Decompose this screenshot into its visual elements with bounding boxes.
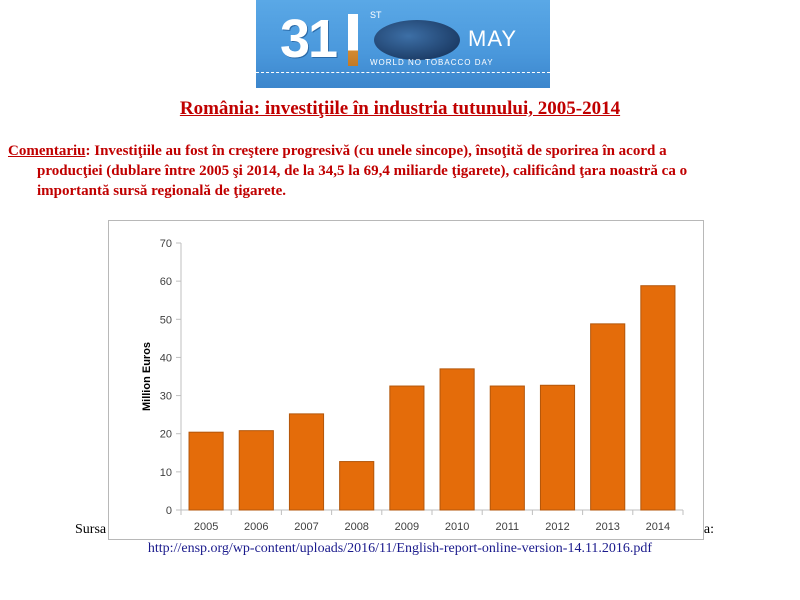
source-link[interactable]: http://ensp.org/wp-content/uploads/2016/… xyxy=(147,541,653,556)
investment-bar-chart: 0 10 20 30 40 50 60 70 Million Euros 2005 2006 2007… xyxy=(108,220,704,540)
bar-2011 xyxy=(489,385,525,511)
x-tick-label: 2007 xyxy=(294,521,318,533)
banner-month: MAY xyxy=(468,26,518,51)
x-tick-label: 2006 xyxy=(244,521,268,533)
y-tick-label: 70 xyxy=(160,238,172,250)
comment-line-3: importantă sursă regională de ţigarete. xyxy=(37,183,287,199)
x-tick-label: 2010 xyxy=(445,521,469,533)
x-tick-label: 2008 xyxy=(344,521,368,533)
y-axis-title: Million Euros xyxy=(141,342,153,411)
banner-divider xyxy=(256,72,550,75)
comment-line-2: producţiei (dublare între 2005 şi 2014, … xyxy=(37,163,688,179)
bar-2005 xyxy=(188,431,224,511)
x-tick-label: 2014 xyxy=(646,521,670,533)
cigarette-icon xyxy=(348,14,358,66)
comment-text-1: : Investiţiile au fost în creştere progr… xyxy=(85,143,667,159)
banner-number: 31 xyxy=(280,9,338,69)
y-tick-label: 50 xyxy=(160,314,172,326)
banner-subtitle: WORLD NO TOBACCO DAY xyxy=(370,58,494,67)
y-tick-label: 30 xyxy=(160,391,172,403)
source-prefix: Sursa xyxy=(75,522,107,537)
bar-2008 xyxy=(339,461,375,511)
bar-2007 xyxy=(288,413,325,511)
bar-2006 xyxy=(238,430,274,511)
comment-line-1: Comentariu: Investiţiile au fost în creş… xyxy=(8,141,778,161)
y-tick-label: 10 xyxy=(160,467,172,479)
y-tick-label: 60 xyxy=(160,276,172,288)
banner-suffix: ST xyxy=(370,10,382,20)
slide-title: România: investiţiile în industria tutun… xyxy=(179,98,621,119)
bar-2012 xyxy=(539,384,576,511)
x-tick-label: 2005 xyxy=(194,521,218,533)
x-tick-label: 2011 xyxy=(495,521,519,533)
world-no-tobacco-day-banner: 31 ST MAY WORLD NO TOBACCO DAY xyxy=(256,0,550,88)
x-tick-label: 2009 xyxy=(395,521,419,533)
bar-2014 xyxy=(640,285,676,511)
y-tick-label: 40 xyxy=(160,352,172,364)
chart-canvas: 0 10 20 30 40 50 60 70 Million Euros 2005 2006 2007… xyxy=(141,238,684,533)
x-tick-label: 2012 xyxy=(545,521,569,533)
globe-icon xyxy=(374,20,460,60)
bar-2013 xyxy=(590,323,626,511)
comment-label: Comentariu xyxy=(8,143,86,159)
x-tick-label: 2013 xyxy=(595,521,619,533)
bar-2009 xyxy=(389,385,425,511)
y-tick-label: 0 xyxy=(166,505,172,517)
comment-block: Comentariu: Investiţiile au fost în creş… xyxy=(8,141,778,201)
y-tick-label: 20 xyxy=(160,429,172,441)
bar-2010 xyxy=(439,368,475,511)
